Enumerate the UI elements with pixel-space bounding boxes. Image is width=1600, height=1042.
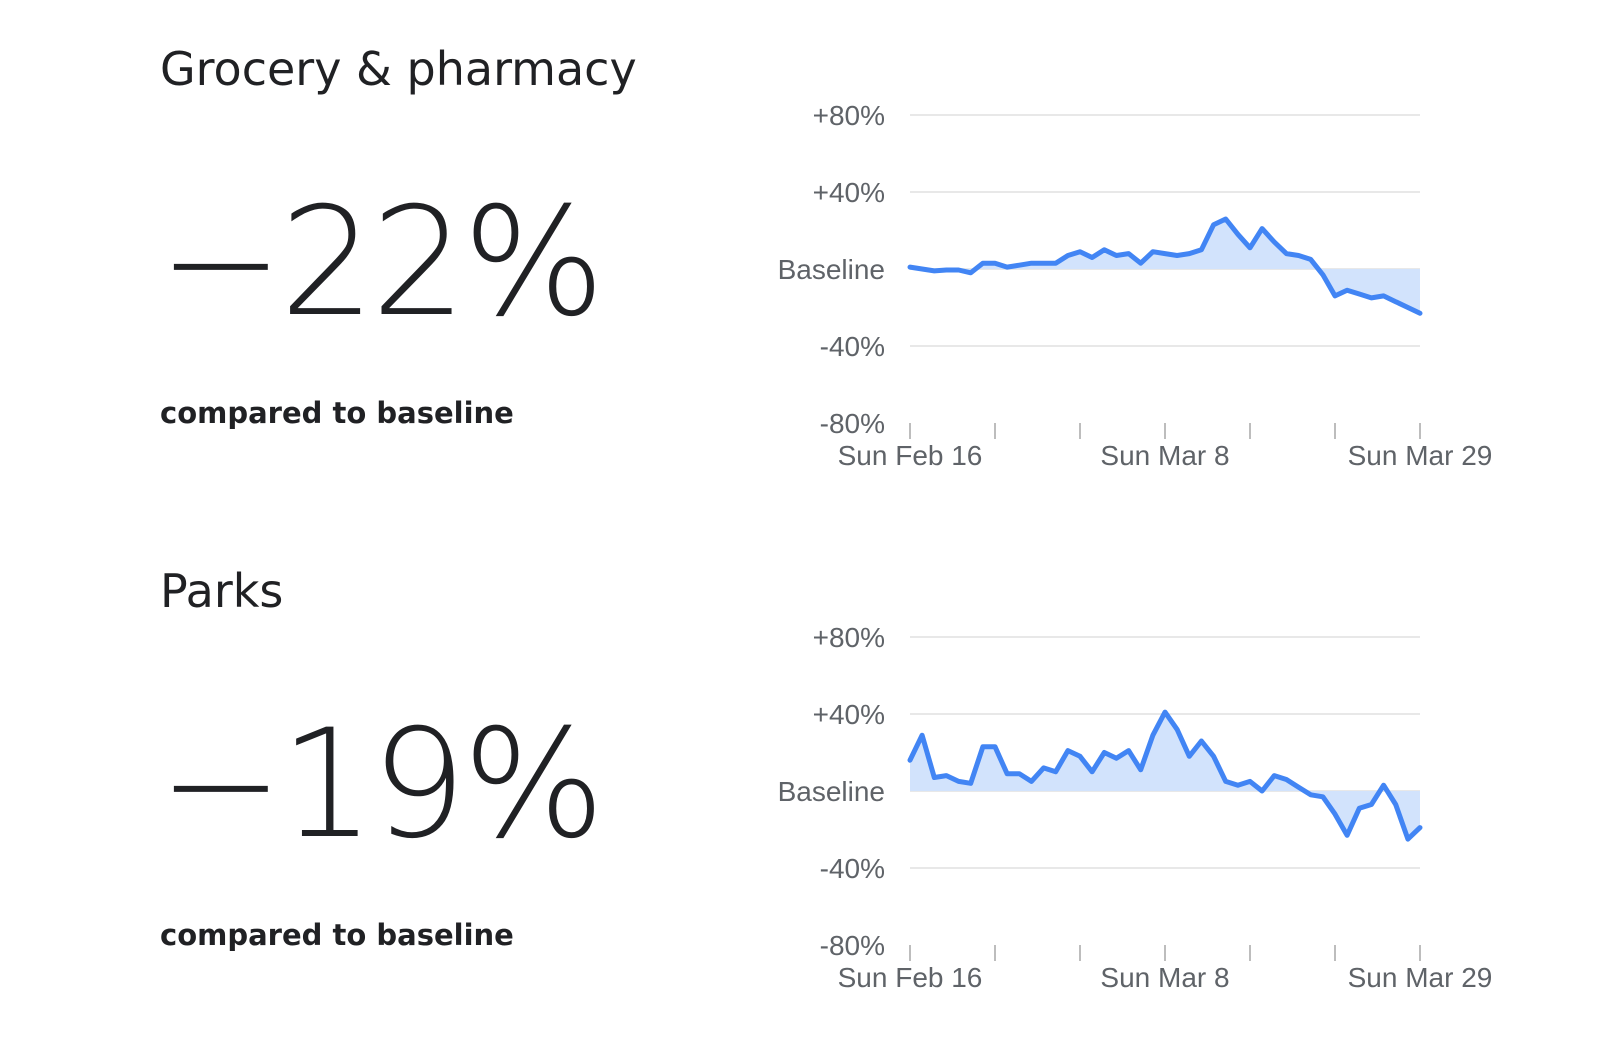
x-tick-label: Sun Feb 16: [838, 440, 983, 471]
x-tick-label: Sun Feb 16: [838, 962, 983, 993]
y-tick-label: +40%: [813, 177, 885, 208]
grocery-pharmacy-section: Grocery & pharmacy −22% compared to base…: [0, 0, 1600, 520]
baseline-deviation-area: [910, 219, 1420, 314]
percent-change-value: −19%: [158, 698, 605, 872]
comparison-caption: compared to baseline: [160, 918, 514, 952]
section-title: Grocery & pharmacy: [160, 42, 637, 96]
y-tick-label: +80%: [813, 100, 885, 131]
grocery-pharmacy-chart: +80% +40% Baseline -40% -80%Sun Feb 16 Sun Ma…: [778, 100, 1493, 471]
baseline-deviation-area: [910, 712, 1420, 840]
parks-section: Parks −19% compared to baseline +80% +40%…: [0, 522, 1600, 1042]
x-tick-label: Sun Mar 29: [1348, 962, 1493, 993]
x-tick-label: Sun Mar 8: [1100, 962, 1229, 993]
parks-chart: +80% +40% Baseline -40% -80%Sun Feb 16 Sun Ma…: [778, 622, 1493, 993]
series-line: [907, 709, 1423, 842]
y-tick-label: -40%: [820, 331, 885, 362]
y-tick-label: +80%: [813, 622, 885, 653]
y-tick-label: Baseline: [778, 776, 885, 807]
section-title: Parks: [160, 564, 284, 618]
y-tick-label: +40%: [813, 699, 885, 730]
y-tick-label: -80%: [820, 408, 885, 439]
y-tick-label: Baseline: [778, 254, 885, 285]
x-tick-label: Sun Mar 29: [1348, 440, 1493, 471]
series-line: [907, 216, 1423, 316]
x-tick-label: Sun Mar 8: [1100, 440, 1229, 471]
comparison-caption: compared to baseline: [160, 396, 514, 430]
percent-change-value: −22%: [158, 176, 605, 350]
y-tick-label: -80%: [820, 930, 885, 961]
y-tick-label: -40%: [820, 853, 885, 884]
